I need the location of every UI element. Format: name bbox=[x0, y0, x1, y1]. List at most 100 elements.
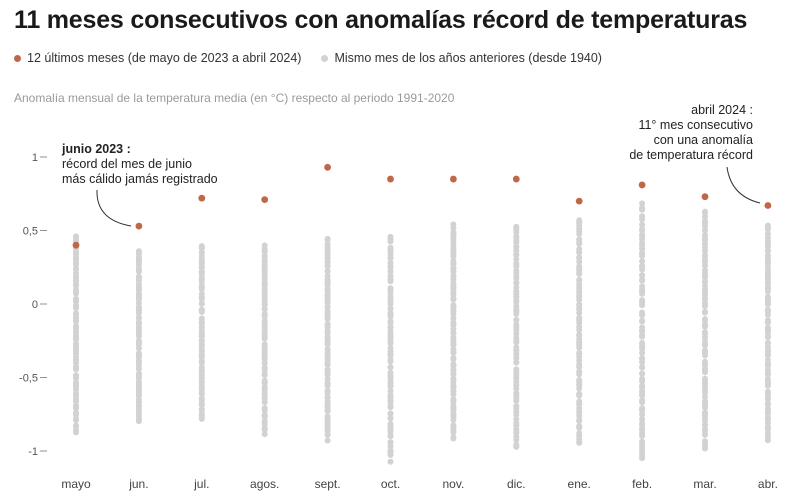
past-point bbox=[387, 439, 394, 446]
past-point bbox=[324, 346, 331, 353]
annotation-april-line3: con una anomalía bbox=[654, 133, 753, 147]
past-point bbox=[702, 329, 708, 336]
past-point bbox=[387, 305, 394, 312]
past-point bbox=[450, 281, 457, 288]
recent-point bbox=[450, 175, 457, 183]
recent-point bbox=[324, 163, 331, 171]
past-point bbox=[764, 252, 771, 259]
recent-point bbox=[512, 175, 520, 183]
past-point bbox=[576, 263, 583, 270]
past-point bbox=[261, 431, 268, 438]
past-point bbox=[324, 413, 331, 420]
past-point bbox=[764, 388, 771, 395]
past-point bbox=[450, 396, 457, 403]
past-point bbox=[73, 372, 79, 379]
past-point bbox=[261, 404, 268, 411]
recent-point bbox=[575, 197, 583, 205]
past-point bbox=[702, 267, 708, 274]
past-point bbox=[764, 406, 771, 413]
past-point bbox=[324, 322, 331, 329]
past-point bbox=[73, 403, 79, 410]
past-point bbox=[261, 242, 268, 249]
past-point bbox=[387, 410, 394, 417]
past-point bbox=[450, 346, 457, 353]
x-tick-label: sept. bbox=[315, 477, 341, 491]
recent-point bbox=[387, 175, 394, 183]
annotation-june-line1: récord del mes de junio bbox=[62, 157, 192, 171]
y-tick-label: 0 bbox=[32, 299, 38, 311]
past-point bbox=[513, 223, 520, 230]
past-point bbox=[324, 376, 331, 383]
past-point bbox=[135, 315, 142, 322]
past-point bbox=[387, 364, 394, 371]
past-point bbox=[639, 420, 646, 427]
recent-point bbox=[72, 241, 80, 249]
recent-point bbox=[135, 222, 143, 230]
past-point bbox=[513, 366, 520, 373]
past-point bbox=[135, 273, 142, 280]
past-point bbox=[387, 233, 394, 240]
past-point bbox=[764, 324, 771, 331]
past-point bbox=[450, 376, 457, 383]
past-point bbox=[639, 309, 646, 316]
past-point bbox=[387, 356, 394, 363]
past-point bbox=[198, 315, 205, 322]
past-point bbox=[576, 276, 583, 283]
past-point bbox=[576, 323, 583, 330]
past-point bbox=[639, 276, 646, 283]
past-point bbox=[639, 262, 646, 269]
past-point bbox=[387, 345, 394, 352]
past-point bbox=[324, 241, 331, 248]
past-point bbox=[387, 421, 394, 428]
past-point bbox=[702, 300, 708, 307]
past-point bbox=[639, 375, 646, 382]
past-point bbox=[576, 398, 583, 405]
past-point bbox=[702, 393, 708, 400]
past-point bbox=[639, 397, 646, 404]
past-point bbox=[387, 369, 394, 376]
past-point bbox=[764, 306, 771, 313]
annotation-april-line2: 11° mes consecutivo bbox=[638, 118, 753, 132]
past-point bbox=[639, 221, 646, 228]
past-point bbox=[639, 416, 646, 423]
past-point bbox=[764, 423, 771, 430]
page-title: 11 meses consecutivos con anomalías réco… bbox=[14, 6, 748, 34]
past-point bbox=[450, 221, 457, 228]
past-point bbox=[73, 422, 79, 429]
past-point bbox=[261, 310, 268, 317]
past-point bbox=[135, 267, 142, 274]
recent-point bbox=[198, 194, 206, 202]
past-point bbox=[261, 411, 268, 418]
past-point bbox=[135, 337, 142, 344]
past-point bbox=[639, 318, 646, 325]
past-point bbox=[135, 410, 142, 417]
past-point bbox=[135, 248, 142, 255]
past-point bbox=[639, 200, 646, 207]
past-point bbox=[639, 405, 646, 412]
past-point bbox=[764, 317, 771, 324]
past-point bbox=[450, 435, 457, 442]
past-point bbox=[576, 314, 583, 321]
y-tick-label: -0,5 bbox=[19, 373, 38, 385]
x-tick-label: dic. bbox=[507, 477, 526, 491]
past-point bbox=[576, 331, 583, 338]
past-point bbox=[73, 323, 79, 330]
past-point bbox=[639, 226, 646, 233]
past-point bbox=[639, 349, 646, 356]
annotation-april-leader bbox=[726, 166, 761, 204]
legend-dot-past-icon bbox=[321, 54, 329, 62]
past-point bbox=[639, 231, 646, 238]
past-point bbox=[764, 293, 771, 300]
recent-point bbox=[261, 196, 269, 204]
past-point bbox=[387, 293, 394, 300]
past-point bbox=[513, 403, 520, 410]
past-point bbox=[513, 303, 520, 310]
past-point bbox=[639, 258, 646, 265]
past-point bbox=[135, 319, 142, 326]
x-tick-label: oct. bbox=[381, 477, 400, 491]
y-tick-label: -1 bbox=[28, 446, 38, 458]
past-point bbox=[387, 285, 394, 292]
past-point bbox=[576, 236, 583, 243]
past-point bbox=[702, 316, 708, 323]
